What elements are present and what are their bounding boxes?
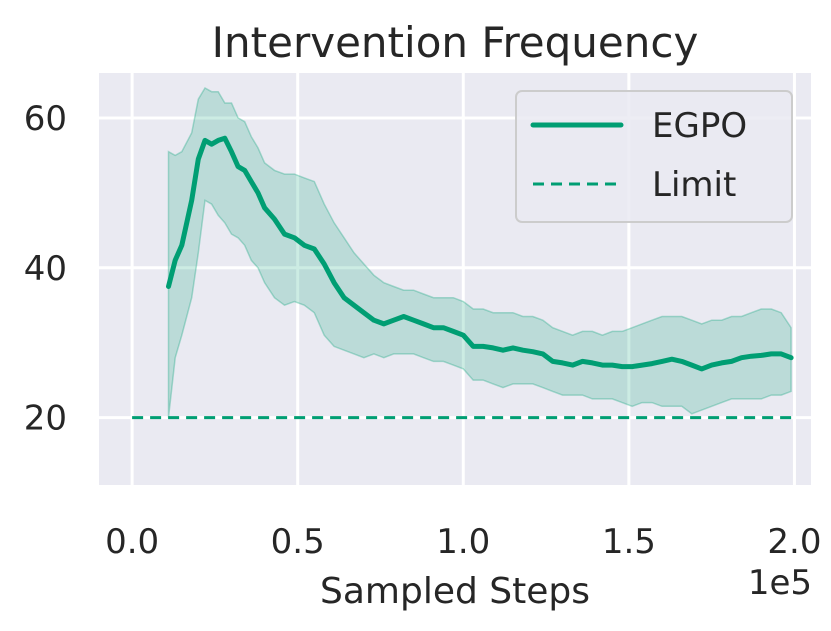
legend: EGPO Limit bbox=[515, 90, 793, 223]
y-tick-labels: 20 40 60 bbox=[24, 99, 67, 439]
x-tick-label: 0.0 bbox=[105, 522, 159, 562]
legend-limit-label: Limit bbox=[652, 165, 736, 205]
x-tick-label: 1.0 bbox=[436, 522, 490, 562]
x-axis-label: Sampled Steps bbox=[320, 571, 590, 612]
x-tick-label: 2.0 bbox=[767, 522, 821, 562]
legend-egpo-label: EGPO bbox=[652, 106, 747, 146]
x-tick-label: 1.5 bbox=[602, 522, 656, 562]
chart-title: Intervention Frequency bbox=[212, 18, 699, 67]
egpo-line bbox=[166, 135, 794, 372]
y-tick-label: 40 bbox=[24, 249, 67, 289]
y-tick-label: 20 bbox=[24, 399, 67, 439]
x-tick-label: 0.5 bbox=[271, 522, 325, 562]
x-tick-labels: 0.0 0.5 1.0 1.5 2.0 bbox=[105, 522, 821, 562]
y-tick-label: 60 bbox=[24, 99, 67, 139]
egpo-confidence-band bbox=[167, 86, 792, 418]
x-scale-label: 1e5 bbox=[748, 563, 812, 603]
